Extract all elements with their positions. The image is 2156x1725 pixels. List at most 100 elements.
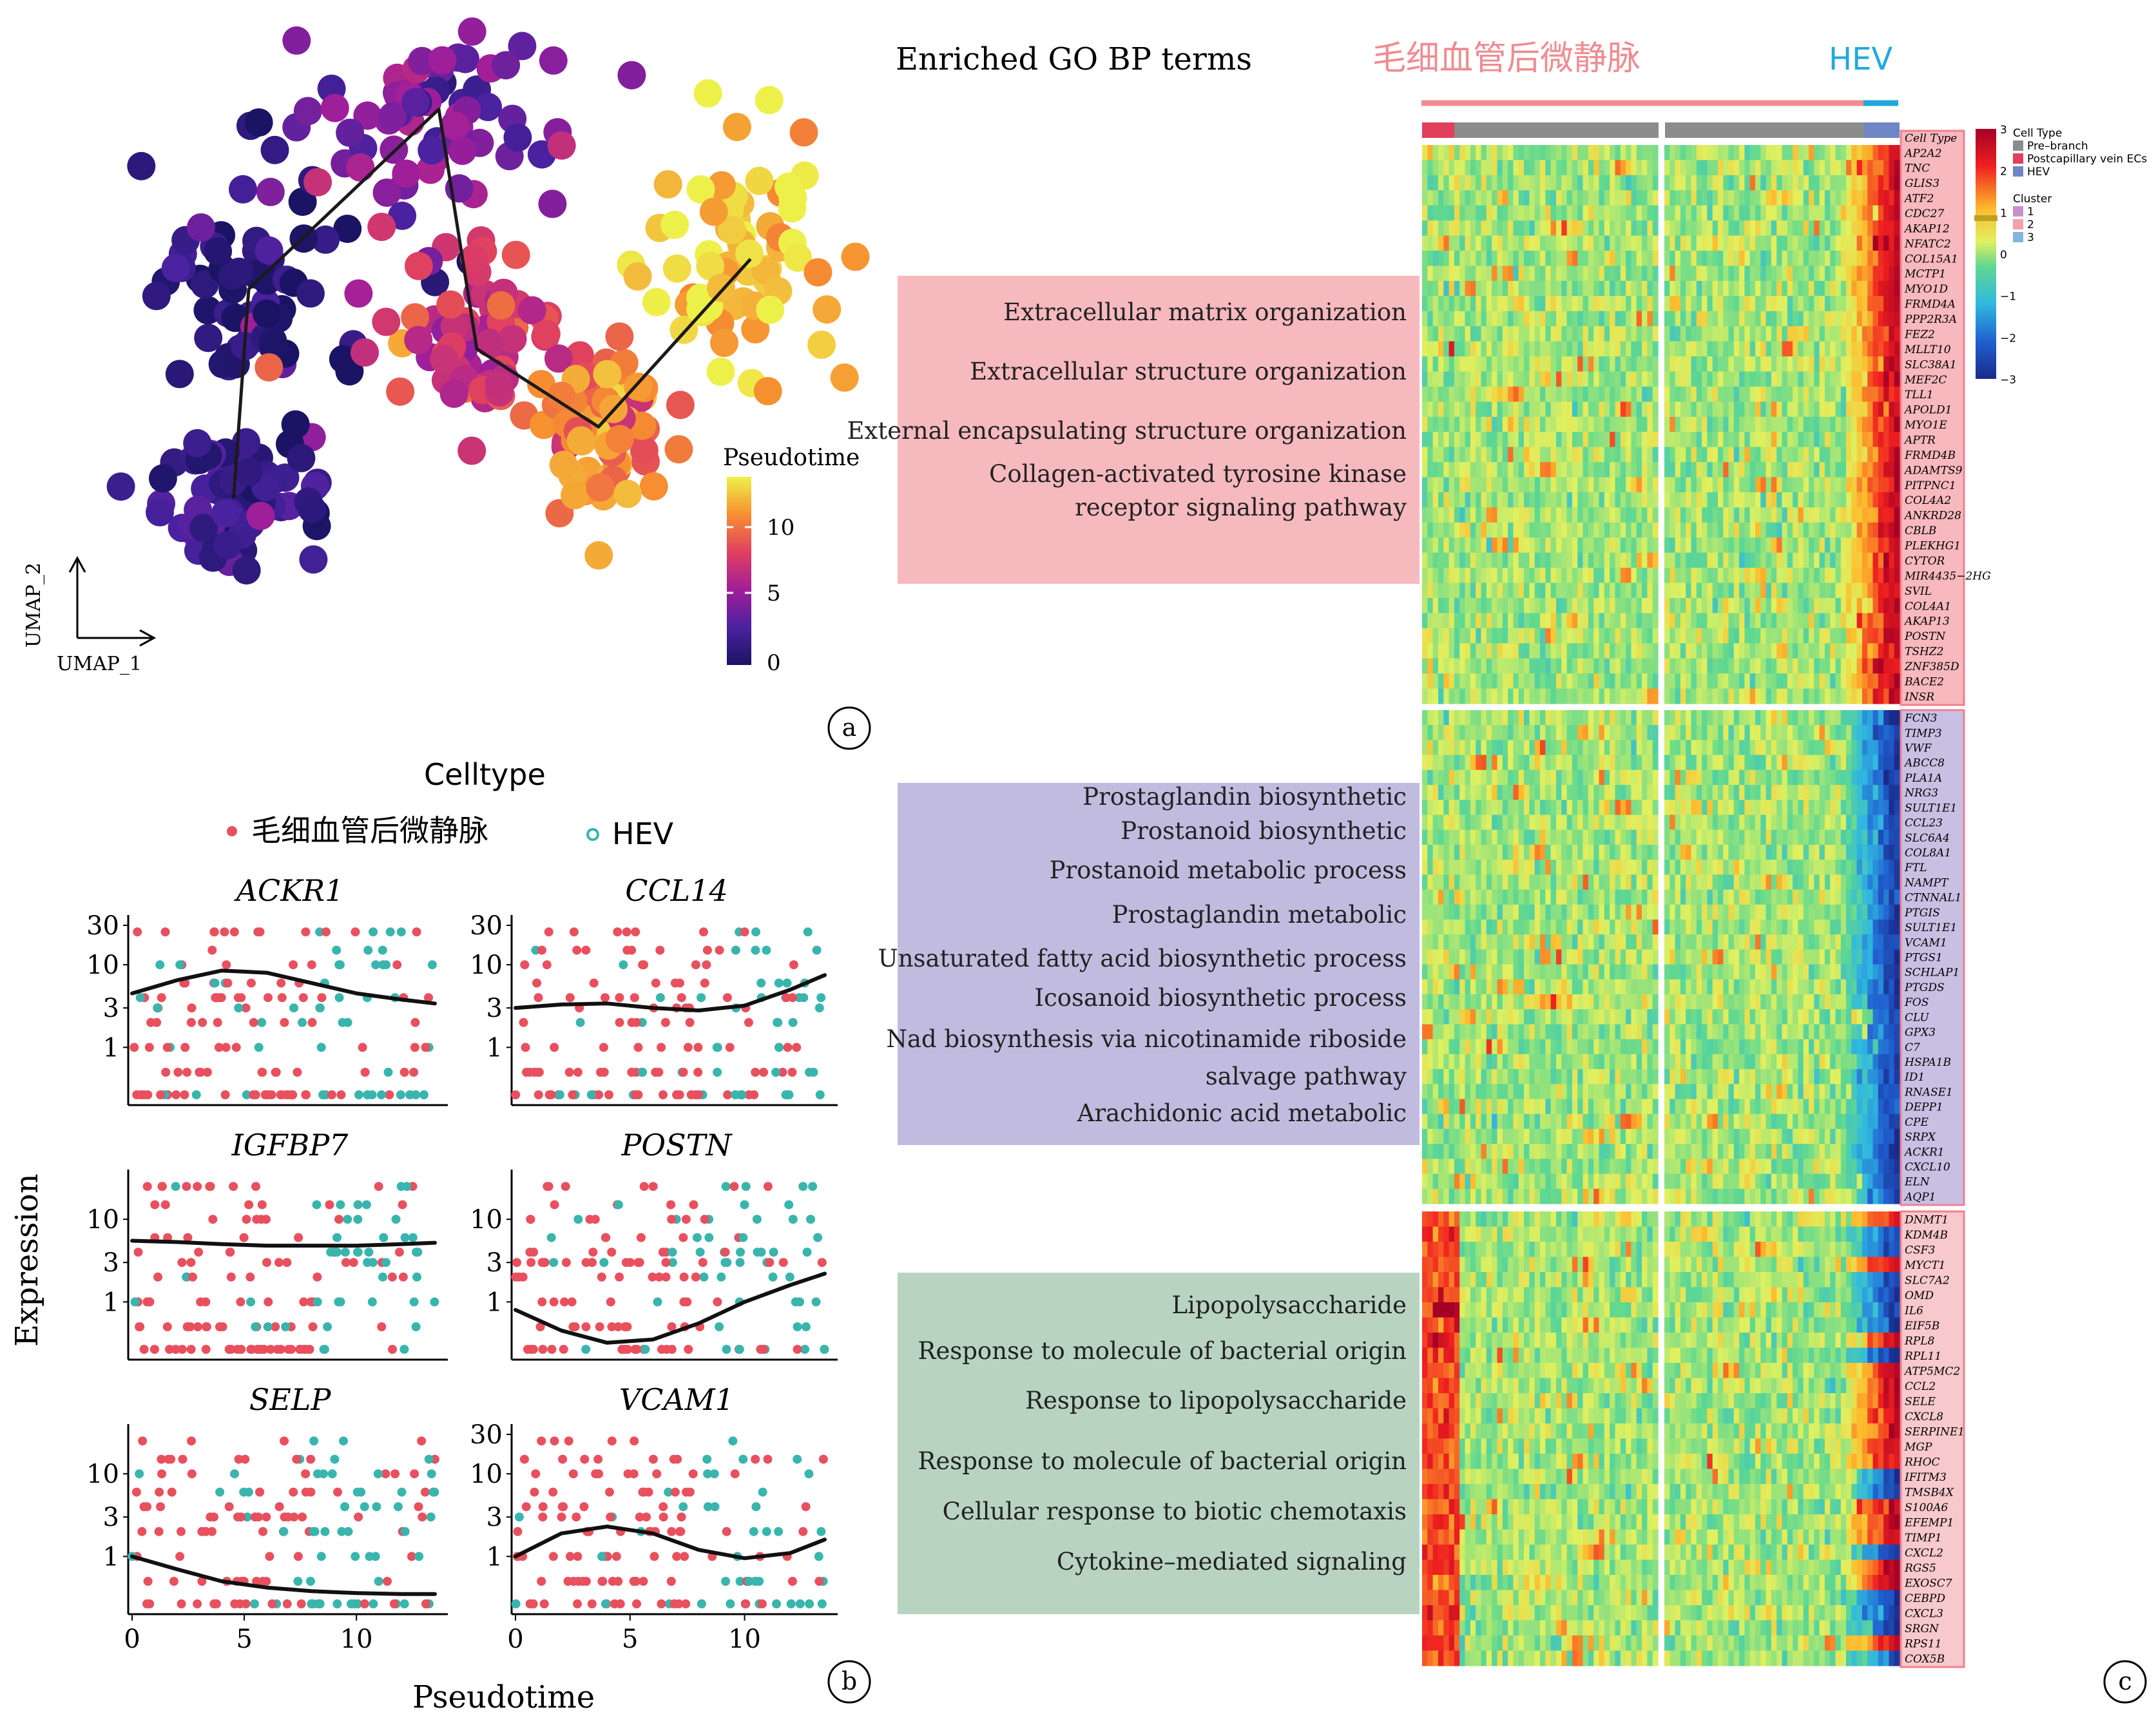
heatmap-cell	[1427, 628, 1434, 644]
heatmap-cell	[1626, 740, 1631, 756]
heatmap-cell	[1508, 673, 1514, 689]
hev-point	[246, 1297, 256, 1307]
heatmap-cell	[1524, 160, 1530, 176]
pcv-point	[156, 1090, 166, 1099]
heatmap-cell	[1771, 401, 1777, 418]
pcv-point	[573, 1552, 582, 1561]
heatmap-cell	[1636, 740, 1642, 756]
heatmap-cell	[1561, 160, 1568, 176]
heatmap-cell	[1529, 145, 1535, 160]
heatmap-cell	[1529, 688, 1535, 704]
hev-point	[381, 960, 391, 970]
heatmap-cell	[1652, 522, 1659, 538]
heatmap-cell	[1620, 643, 1626, 659]
heatmap-cell	[1760, 235, 1767, 251]
heatmap-cell	[1889, 522, 1895, 538]
umap-point	[213, 530, 242, 559]
heatmap-cell	[1593, 740, 1600, 756]
hev-point	[340, 1248, 350, 1257]
pcv-point	[635, 1512, 644, 1522]
heatmap-cell	[1583, 401, 1589, 418]
heatmap-cell	[1626, 251, 1631, 266]
heatmap-cell	[1524, 371, 1530, 387]
heatmap-cell	[1492, 522, 1497, 538]
umap-point	[255, 236, 284, 265]
heatmap-cell	[1545, 740, 1552, 756]
heatmap-cell	[1744, 235, 1751, 251]
pcv-point	[520, 960, 530, 970]
heatmap-cell	[1883, 462, 1889, 478]
heatmap-cell	[1728, 492, 1735, 508]
heatmap-cell	[1803, 190, 1809, 206]
heatmap-cell	[1803, 371, 1809, 387]
heatmap-cell	[1588, 160, 1594, 176]
hev-point	[774, 978, 784, 988]
heatmap-cell	[1712, 477, 1718, 493]
hev-point	[135, 1469, 144, 1479]
heatmap-cell	[1652, 175, 1659, 191]
heatmap-cell	[1883, 507, 1889, 523]
heatmap-cell	[1675, 552, 1681, 568]
umap-point	[485, 370, 513, 399]
heatmap-cell	[1819, 477, 1825, 493]
pcv-point	[679, 1272, 689, 1282]
heatmap-cell	[1572, 371, 1578, 387]
heatmap-cell	[1771, 552, 1777, 568]
heatmap-cell	[1422, 583, 1428, 599]
heatmap-cell	[1686, 583, 1692, 599]
heatmap-cell	[1702, 673, 1708, 689]
heatmap-cell	[1782, 613, 1788, 629]
heatmap-cell	[1696, 326, 1702, 342]
heatmap-cell	[1577, 447, 1584, 463]
heatmap-cell	[1739, 386, 1745, 402]
heatmap-cell	[1566, 740, 1573, 756]
heatmap-cell	[1739, 311, 1745, 327]
heatmap-cell	[1782, 145, 1788, 160]
heatmap-cell	[1894, 462, 1900, 478]
heatmap-cell	[1443, 462, 1450, 478]
celltype-hev-segment	[1864, 122, 1900, 138]
heatmap-cell	[1718, 205, 1724, 221]
heatmap-cell	[1856, 552, 1863, 568]
heatmap-cell	[1422, 658, 1428, 674]
heatmap-cell	[1556, 598, 1562, 613]
umap-point	[287, 443, 316, 472]
hev-point	[695, 1248, 705, 1257]
heatmap-cell	[1675, 522, 1681, 538]
heatmap-cell	[1718, 507, 1724, 523]
heatmap-cell	[1620, 583, 1626, 599]
heatmap-cell	[1524, 613, 1530, 629]
heatmap-cell	[1593, 507, 1600, 523]
pcv-point	[587, 1599, 597, 1608]
heatmap-cell	[1481, 416, 1487, 432]
heatmap-cell	[1556, 552, 1562, 568]
hev-point	[749, 1527, 758, 1536]
heatmap-cell	[1422, 356, 1428, 372]
heatmap-cell	[1878, 462, 1884, 478]
heatmap-cell	[1680, 160, 1686, 176]
heatmap-cell	[1540, 598, 1546, 613]
heatmap-cell	[1422, 628, 1428, 644]
heatmap-cell	[1540, 145, 1546, 160]
hev-point	[361, 1200, 371, 1209]
heatmap-cell	[1728, 613, 1735, 629]
pcv-point	[683, 1043, 693, 1052]
header-pcv-label: 毛细血管后微静脉	[1372, 39, 1641, 78]
heatmap-cell	[1550, 643, 1557, 659]
pcv-point	[639, 960, 649, 970]
heatmap-cell	[1894, 613, 1900, 629]
heatmap-cell	[1686, 688, 1692, 704]
heatmap-cell	[1696, 522, 1702, 538]
heatmap-cell	[1545, 356, 1552, 372]
heatmap-cell	[1856, 477, 1863, 493]
heatmap-cell	[1481, 568, 1487, 584]
hev-point	[703, 1469, 713, 1479]
heatmap-cell	[1465, 371, 1471, 387]
heatmap-cell	[1696, 477, 1702, 493]
pcv-point	[725, 1043, 735, 1052]
heatmap-cell	[1793, 658, 1798, 674]
heatmap-cell	[1723, 492, 1729, 508]
pcv-point	[249, 1090, 258, 1099]
heatmap-cell	[1771, 613, 1777, 629]
umap-point	[367, 213, 396, 242]
